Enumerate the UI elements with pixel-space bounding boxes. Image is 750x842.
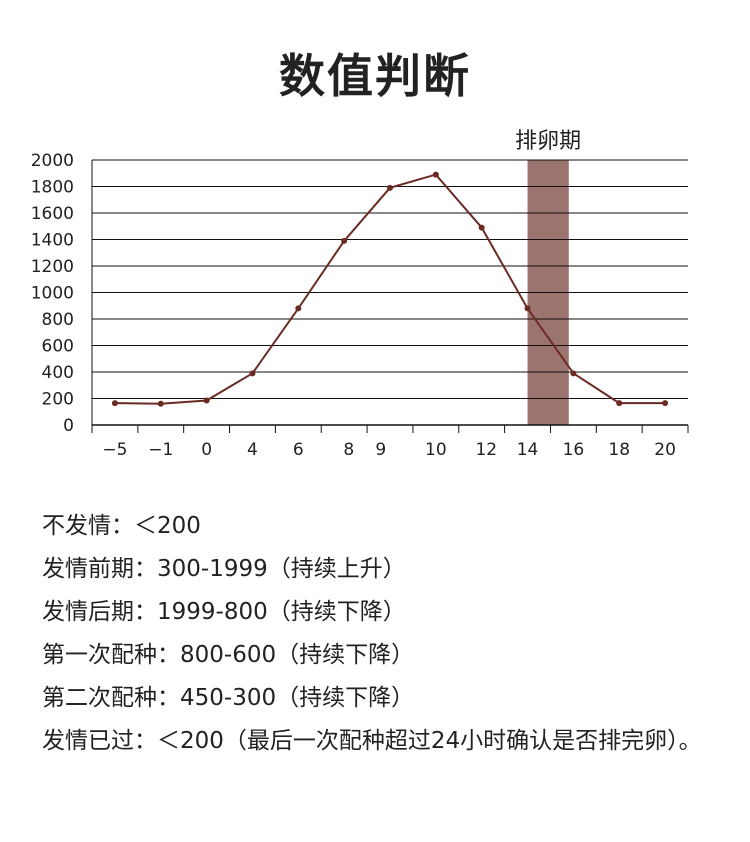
x-tick-label: 4 [247,440,258,460]
x-tick-label: 16 [563,440,585,460]
x-tick-label: 8 [343,440,354,460]
x-tick-label: 9 [375,440,386,460]
x-tick-label: 12 [475,440,497,460]
y-tick-layer: 0 200 400 600 800 1000 1200 1400 1600 1800 2000 [31,151,74,436]
y-tick-label: 600 [42,337,74,357]
x-tick-label: −1 [148,440,173,460]
x-tick-label: 0 [201,440,212,460]
data-point [157,400,164,407]
x-tick-label: 18 [608,440,630,460]
data-point [570,370,577,377]
x-tick-label: 6 [293,440,304,460]
note-line: 不发情：＜200 [42,513,201,539]
x-tick-label: 14 [517,440,539,460]
y-tick-label: 1600 [31,204,74,224]
data-point [249,370,256,377]
series-line [114,173,666,405]
x-tick-label: −5 [102,440,127,460]
y-tick-label: 1800 [31,178,74,198]
page-title: 数值判断 [279,49,471,103]
data-point [432,171,439,178]
grid-layer [91,159,689,433]
data-point [295,305,302,312]
x-tick-layer: −5 −1 0 4 6 8 9 10 12 14 16 18 20 [102,440,676,460]
y-tick-label: 800 [42,310,74,330]
y-tick-label: 0 [63,416,74,436]
line-chart: 排卵期 020040060080010001200140016001800200… [31,129,689,460]
data-point [662,400,669,407]
y-tick-label: 2000 [31,151,74,171]
data-point [341,237,348,244]
note-line: 发情后期：1999-800（持续下降） [42,599,406,625]
ovulation-band-label: 排卵期 [515,129,581,154]
ovulation-band-layer: 排卵期 [515,129,581,425]
note-line: 第二次配种：450-300（持续下降） [42,685,415,711]
notes-list: 不发情：＜200 发情前期：300-1999（持续上升） 发情后期：1999-800… [42,505,712,763]
data-point [478,224,485,231]
y-tick-label: 1000 [31,284,74,304]
y-tick-label: 1200 [31,257,74,277]
data-point [387,184,393,191]
y-tick-label: 1400 [31,231,74,251]
y-tick-label: 400 [42,363,74,383]
x-tick-label: 10 [425,440,447,460]
series-layer [111,171,669,407]
data-point [616,400,623,407]
data-point [203,397,210,404]
note-line: 发情已过：＜200（最后一次配种超过24小时确认是否排完卵）。 [42,728,702,754]
y-tick-label: 200 [42,390,74,410]
note-line: 第一次配种：800-600（持续下降） [42,642,415,668]
note-line: 发情前期：300-1999（持续上升） [42,556,406,582]
data-point [111,400,118,407]
data-point [524,305,531,312]
x-tick-label: 20 [654,440,676,460]
